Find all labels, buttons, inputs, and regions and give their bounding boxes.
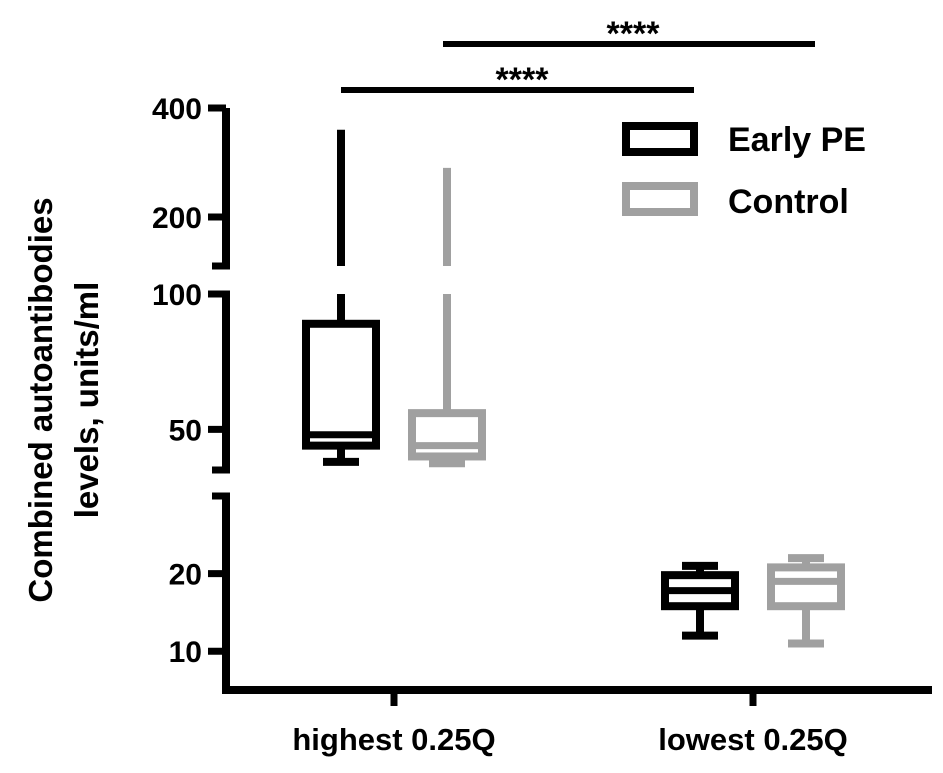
box-early-pe-0 — [302, 129, 380, 466]
axes: 10 20 50 100 200 400 highest 0.25Q lowest 0.25Q — [152, 93, 932, 757]
legend: Early PE Control — [622, 121, 866, 221]
box-early-pe-1 — [661, 561, 739, 640]
y-axis-label-line-2: levels, units/ml — [68, 282, 105, 519]
y-tick-label-20: 20 — [169, 559, 202, 592]
legend-swatch-control — [622, 182, 698, 216]
y-tick-label-100: 100 — [152, 279, 202, 312]
y-tick-label-200: 200 — [152, 202, 202, 235]
legend-label-early-pe: Early PE — [728, 121, 866, 159]
y-tick-label-50: 50 — [169, 414, 202, 447]
y-tick-label-400: 400 — [152, 93, 202, 126]
box-iqr — [767, 563, 845, 611]
y-axis-label-line-1: Combined autoantibodies — [22, 197, 59, 602]
box-iqr — [302, 319, 380, 450]
y-tick-label-10: 10 — [169, 636, 202, 669]
significance-label-0: **** — [496, 61, 550, 99]
legend-label-control: Control — [728, 183, 849, 221]
box-iqr — [408, 409, 486, 461]
x-tick-label-1: lowest 0.25Q — [658, 722, 848, 757]
x-tick-label-0: highest 0.25Q — [292, 722, 495, 757]
significance-brackets: **** **** — [341, 15, 815, 99]
box-control-0 — [408, 167, 486, 468]
significance-label-1: **** — [607, 15, 661, 53]
legend-swatch-early-pe — [622, 122, 698, 156]
box-control-1 — [767, 554, 845, 648]
boxes — [302, 129, 845, 648]
